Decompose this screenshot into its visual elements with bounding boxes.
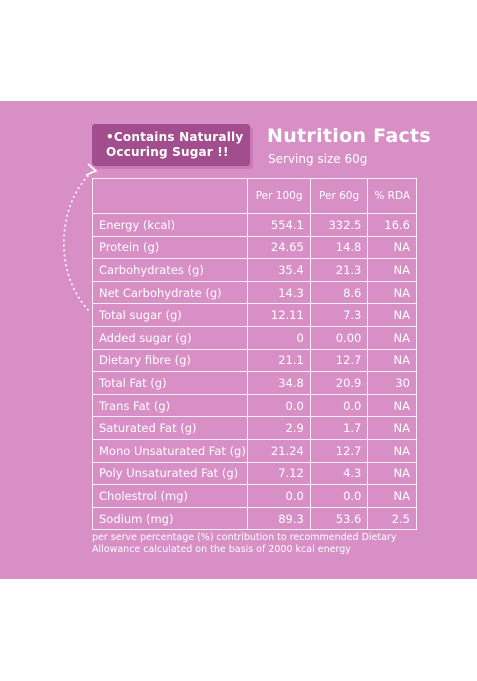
value-per-60g: 14.8 — [309, 235, 369, 260]
value-per-100g: 7.12 — [247, 461, 311, 486]
nutrient-name: Carbohydrates (g) — [91, 258, 249, 282]
value-per-60g: 20.9 — [309, 371, 369, 395]
table-row: Trans Fat (g) 0.0 0.0 NA — [91, 393, 417, 418]
table-row: Carbohydrates (g) 35.4 21.3 NA — [91, 258, 417, 282]
value-rda: NA — [367, 235, 417, 260]
value-rda: 16.6 — [367, 213, 417, 237]
value-rda: NA — [367, 484, 417, 508]
table-row: Poly Unsaturated Fat (g) 7.12 4.3 NA — [91, 461, 417, 486]
value-rda: 30 — [367, 371, 417, 395]
footnote-line-1: per serve percentage (%) contribution to… — [92, 532, 397, 543]
value-per-100g: 21.1 — [247, 348, 311, 373]
nutrient-name: Mono Unsaturated Fat (g) — [91, 438, 249, 463]
value-per-60g: 12.7 — [309, 348, 369, 373]
value-per-60g: 4.3 — [309, 461, 369, 486]
nutrient-name: Total Fat (g) — [91, 371, 249, 395]
value-rda: NA — [367, 461, 417, 486]
value-per-60g: 0.0 — [309, 393, 369, 418]
nutrient-name: Protein (g) — [91, 235, 249, 260]
rda-footnote: per serve percentage (%) contribution to… — [92, 532, 432, 556]
value-per-100g: 554.1 — [247, 213, 311, 237]
value-per-100g: 24.65 — [247, 235, 311, 260]
nutrition-table: Per 100g Per 60g % RDA Energy (kcal) 554.… — [91, 178, 417, 531]
table-row: Protein (g) 24.65 14.8 NA — [91, 235, 417, 260]
value-per-100g: 0 — [247, 325, 311, 350]
table-row: Mono Unsaturated Fat (g) 21.24 12.7 NA — [91, 438, 417, 463]
table-row: Added sugar (g) 0 0.00 NA — [91, 325, 417, 350]
value-rda: NA — [367, 438, 417, 463]
value-rda: NA — [367, 393, 417, 418]
value-per-60g: 0.00 — [309, 325, 369, 350]
value-rda: NA — [367, 280, 417, 305]
nutrient-name: Poly Unsaturated Fat (g) — [91, 461, 249, 486]
table-header-row: Per 100g Per 60g % RDA — [91, 178, 417, 214]
nutrient-name: Energy (kcal) — [91, 213, 249, 237]
value-rda: NA — [367, 325, 417, 350]
nutrient-name: Dietary fibre (g) — [91, 348, 249, 373]
nutrient-name: Total sugar (g) — [91, 303, 249, 327]
value-per-100g: 12.11 — [247, 303, 311, 327]
value-per-100g: 21.24 — [247, 438, 311, 463]
dotted-arrow-icon — [63, 163, 98, 313]
value-per-100g: 35.4 — [247, 258, 311, 282]
serving-size: Serving size 60g — [268, 152, 368, 166]
column-header-per-100g: Per 100g — [247, 178, 311, 214]
column-header-rda: % RDA — [367, 178, 417, 214]
nutrient-name: Sodium (mg) — [91, 506, 249, 531]
value-per-100g: 34.8 — [247, 371, 311, 395]
value-rda: 2.5 — [367, 506, 417, 531]
callout-line-2: Occuring Sugar !! — [106, 145, 229, 159]
value-per-60g: 7.3 — [309, 303, 369, 327]
table-row: Saturated Fat (g) 2.9 1.7 NA — [91, 416, 417, 440]
value-per-100g: 0.0 — [247, 393, 311, 418]
nutrient-name: Net Carbohydrate (g) — [91, 280, 249, 305]
value-per-60g: 0.0 — [309, 484, 369, 508]
value-per-60g: 53.6 — [309, 506, 369, 531]
footnote-line-2: Allowance calculated on the basis of 200… — [92, 544, 351, 555]
column-header-nutrient — [91, 178, 249, 214]
nutrient-name: Saturated Fat (g) — [91, 416, 249, 440]
value-rda: NA — [367, 348, 417, 373]
value-per-60g: 21.3 — [309, 258, 369, 282]
value-per-60g: 8.6 — [309, 280, 369, 305]
table-row: Total sugar (g) 12.11 7.3 NA — [91, 303, 417, 327]
value-per-100g: 2.9 — [247, 416, 311, 440]
table-row: Net Carbohydrate (g) 14.3 8.6 NA — [91, 280, 417, 305]
value-per-100g: 14.3 — [247, 280, 311, 305]
table-row: Cholestrol (mg) 0.0 0.0 NA — [91, 484, 417, 508]
page-title: Nutrition Facts — [267, 125, 432, 147]
nutrient-name: Trans Fat (g) — [91, 393, 249, 418]
nutrient-name: Added sugar (g) — [91, 325, 249, 350]
value-per-60g: 1.7 — [309, 416, 369, 440]
table-row: Total Fat (g) 34.8 20.9 30 — [91, 371, 417, 395]
value-rda: NA — [367, 416, 417, 440]
table-row: Sodium (mg) 89.3 53.6 2.5 — [91, 506, 417, 531]
sugar-callout: •Contains Naturally Occuring Sugar !! — [92, 124, 250, 166]
callout-line-1: •Contains Naturally — [106, 130, 244, 144]
value-rda: NA — [367, 303, 417, 327]
table-row: Energy (kcal) 554.1 332.5 16.6 — [91, 213, 417, 237]
value-per-100g: 89.3 — [247, 506, 311, 531]
value-per-100g: 0.0 — [247, 484, 311, 508]
column-header-per-60g: Per 60g — [309, 178, 369, 214]
table-row: Dietary fibre (g) 21.1 12.7 NA — [91, 348, 417, 373]
value-per-60g: 332.5 — [309, 213, 369, 237]
nutrient-name: Cholestrol (mg) — [91, 484, 249, 508]
value-per-60g: 12.7 — [309, 438, 369, 463]
value-rda: NA — [367, 258, 417, 282]
